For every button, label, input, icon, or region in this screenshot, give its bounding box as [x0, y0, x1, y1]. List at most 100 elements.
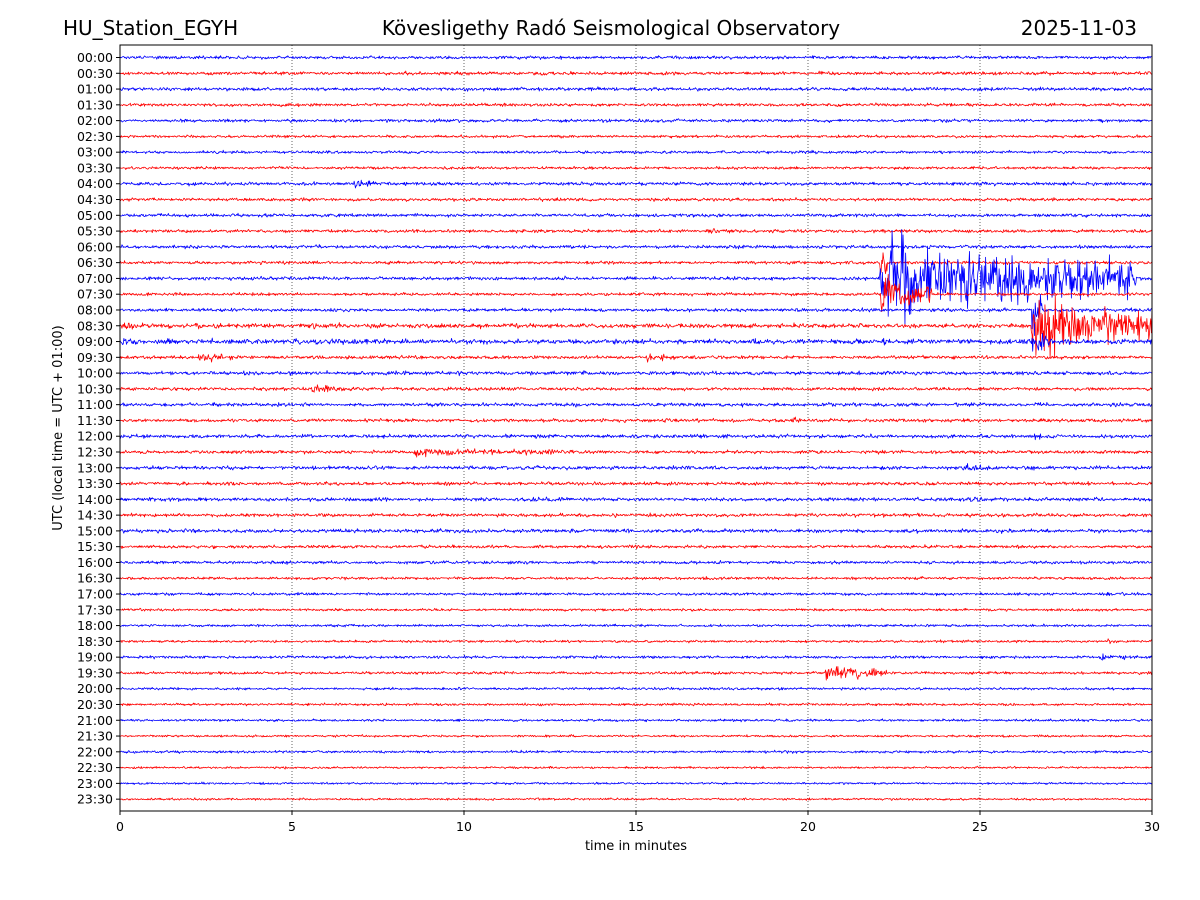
- y-axis-ticks: 00:0000:3001:0001:3002:0002:3003:0003:30…: [77, 50, 120, 807]
- y-tick-label: 01:30: [77, 97, 113, 112]
- y-tick-label: 10:00: [77, 366, 113, 381]
- trace-0230: [119, 134, 1153, 139]
- y-tick-label: 10:30: [77, 381, 113, 396]
- trace-1700: [119, 591, 1153, 597]
- trace-0900: [119, 332, 1153, 352]
- trace-1230: [119, 448, 1153, 458]
- y-tick-label: 09:30: [77, 350, 113, 365]
- trace-1000: [119, 370, 1153, 377]
- x-tick-label: 0: [116, 819, 124, 834]
- trace-0430: [119, 197, 1153, 202]
- y-tick-label: 01:00: [77, 82, 113, 97]
- x-tick-label: 30: [1144, 819, 1160, 834]
- y-tick-label: 20:00: [77, 681, 113, 696]
- trace-1330: [119, 480, 1153, 487]
- trace-1300: [119, 463, 1153, 471]
- x-axis-label: time in minutes: [585, 839, 687, 854]
- trace-0730: [119, 274, 1153, 313]
- y-axis-label: UTC (local time = UTC + 01:00): [51, 325, 66, 530]
- y-tick-label: 22:30: [77, 760, 113, 775]
- trace-2000: [119, 686, 1153, 691]
- trace-1400: [119, 496, 1153, 503]
- trace-1130: [119, 416, 1153, 424]
- y-tick-label: 15:30: [77, 539, 113, 554]
- y-tick-label: 20:30: [77, 697, 113, 712]
- trace-0000: [119, 55, 1153, 60]
- trace-0530: [119, 228, 1153, 234]
- x-tick-label: 15: [628, 819, 644, 834]
- y-tick-label: 21:00: [77, 713, 113, 728]
- trace-1900: [119, 653, 1153, 661]
- y-tick-label: 16:00: [77, 555, 113, 570]
- trace-0400: [119, 179, 1153, 189]
- trace-0630: [119, 252, 1153, 275]
- trace-1800: [119, 623, 1153, 628]
- trace-2130: [119, 734, 1153, 738]
- y-tick-label: 23:30: [77, 792, 113, 807]
- y-tick-label: 03:30: [77, 160, 113, 175]
- y-tick-label: 00:30: [77, 66, 113, 81]
- trace-0930: [119, 353, 1153, 363]
- y-tick-label: 14:00: [77, 492, 113, 507]
- trace-1500: [119, 528, 1153, 534]
- x-axis-ticks: 0 5 10 15 20 25 30: [116, 811, 1160, 834]
- y-tick-label: 15:00: [77, 523, 113, 538]
- y-tick-label: 17:00: [77, 587, 113, 602]
- y-tick-label: 22:00: [77, 744, 113, 759]
- trace-1100: [119, 401, 1153, 408]
- trace-1430: [119, 512, 1153, 518]
- trace-2030: [119, 702, 1153, 707]
- y-tick-label: 05:00: [77, 208, 113, 223]
- trace-1830: [119, 638, 1153, 645]
- y-tick-label: 12:30: [77, 445, 113, 460]
- y-tick-label: 17:30: [77, 602, 113, 617]
- y-tick-label: 07:00: [77, 271, 113, 286]
- y-tick-label: 07:30: [77, 287, 113, 302]
- y-tick-label: 08:30: [77, 318, 113, 333]
- y-tick-label: 16:30: [77, 571, 113, 586]
- y-tick-label: 13:30: [77, 476, 113, 491]
- trace-0100: [119, 86, 1153, 92]
- y-tick-label: 21:30: [77, 729, 113, 744]
- trace-0130: [119, 102, 1153, 108]
- trace-0830: [119, 294, 1153, 360]
- y-tick-label: 03:00: [77, 145, 113, 160]
- trace-1930: [119, 666, 1153, 681]
- y-tick-label: 13:00: [77, 460, 113, 475]
- y-tick-label: 06:30: [77, 255, 113, 270]
- station-label: HU_Station_EGYH: [63, 16, 238, 40]
- y-tick-label: 18:00: [77, 618, 113, 633]
- y-tick-label: 05:30: [77, 224, 113, 239]
- y-tick-label: 02:30: [77, 129, 113, 144]
- y-tick-label: 06:00: [77, 239, 113, 254]
- x-tick-label: 10: [456, 819, 472, 834]
- y-tick-label: 08:00: [77, 302, 113, 317]
- y-tick-label: 14:30: [77, 508, 113, 523]
- trace-2300: [119, 781, 1153, 786]
- trace-0330: [119, 165, 1153, 171]
- y-tick-label: 12:00: [77, 429, 113, 444]
- trace-0300: [119, 149, 1153, 155]
- y-tick-label: 19:30: [77, 665, 113, 680]
- x-tick-label: 20: [800, 819, 816, 834]
- trace-1600: [119, 559, 1153, 565]
- trace-1730: [119, 607, 1153, 612]
- y-tick-label: 02:00: [77, 113, 113, 128]
- trace-2330: [119, 797, 1153, 802]
- date-label: 2025-11-03: [1021, 16, 1137, 40]
- y-tick-label: 09:00: [77, 334, 113, 349]
- y-tick-label: 00:00: [77, 50, 113, 65]
- trace-1200: [119, 433, 1153, 441]
- y-tick-label: 11:00: [77, 397, 113, 412]
- trace-1030: [119, 384, 1153, 393]
- x-tick-label: 25: [972, 819, 988, 834]
- trace-0030: [119, 70, 1153, 76]
- trace-0700: [119, 229, 1153, 326]
- plot-area: [119, 44, 1153, 812]
- trace-2230: [119, 765, 1153, 770]
- trace-1530: [119, 544, 1153, 550]
- trace-0500: [119, 212, 1153, 218]
- y-tick-label: 19:00: [77, 650, 113, 665]
- trace-0600: [119, 244, 1153, 250]
